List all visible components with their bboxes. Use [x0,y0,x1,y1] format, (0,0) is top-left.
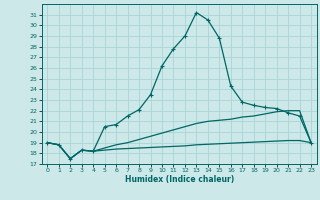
X-axis label: Humidex (Indice chaleur): Humidex (Indice chaleur) [124,175,234,184]
